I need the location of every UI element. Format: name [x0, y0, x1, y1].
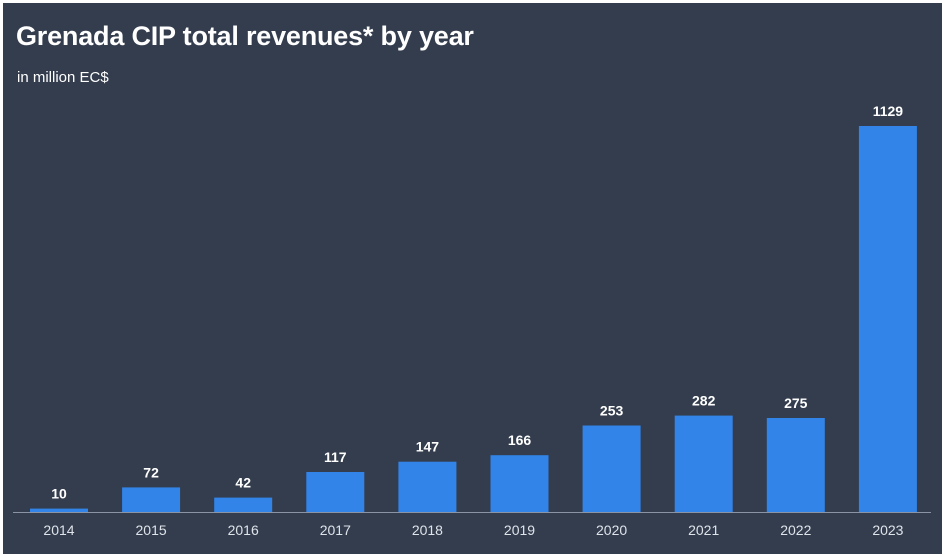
value-label-2023: 1129 — [873, 103, 904, 119]
bar-2014 — [30, 508, 88, 512]
value-label-2020: 253 — [600, 403, 624, 419]
value-label-2019: 166 — [508, 432, 532, 448]
value-label-2021: 282 — [692, 393, 716, 409]
value-label-2014: 10 — [51, 486, 67, 502]
value-label-2017: 117 — [324, 449, 347, 465]
x-tick-label-2015: 2015 — [136, 522, 167, 538]
x-tick-label-2016: 2016 — [228, 522, 259, 538]
value-label-2015: 72 — [143, 464, 159, 480]
bar-2023 — [858, 126, 917, 512]
value-label-2018: 147 — [416, 439, 440, 455]
bar-2018 — [398, 461, 457, 512]
x-tick-label-2014: 2014 — [43, 522, 74, 538]
x-tick-label-2023: 2023 — [872, 522, 903, 538]
bar-2019 — [490, 455, 549, 512]
x-tick-label-2017: 2017 — [320, 522, 351, 538]
chart-subtitle: in million EC$ — [17, 69, 109, 86]
x-tick-label-2022: 2022 — [780, 522, 811, 538]
x-tick-label-2018: 2018 — [412, 522, 443, 538]
bar-2015 — [122, 487, 181, 512]
bar-chart: 10 2014 72 2015 42 2016 117 2017 147 2018 166 2019 2… — [13, 103, 931, 538]
bar-2022 — [766, 418, 825, 512]
x-tick-label-2019: 2019 — [504, 522, 535, 538]
bar-2016 — [214, 497, 273, 512]
chart-title: Grenada CIP total revenues* by year — [16, 21, 474, 51]
value-label-2022: 275 — [784, 395, 808, 411]
bar-2021 — [674, 415, 733, 512]
x-tick-label-2021: 2021 — [688, 522, 719, 538]
value-label-2016: 42 — [235, 475, 251, 491]
bar-2020 — [582, 425, 641, 512]
chart-card: Grenada CIP total revenues* by year in m… — [3, 3, 942, 554]
bar-2017 — [306, 472, 365, 512]
x-tick-label-2020: 2020 — [596, 522, 627, 538]
